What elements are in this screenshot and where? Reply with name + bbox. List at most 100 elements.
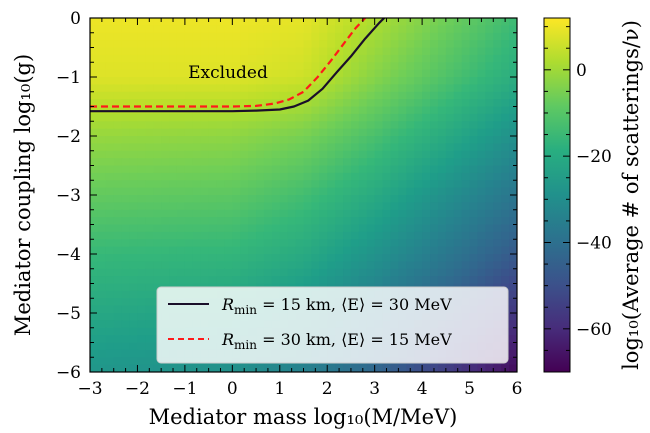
- heatmap-cell: [232, 254, 241, 262]
- heatmap-cell: [232, 47, 241, 56]
- heatmap-cell: [350, 231, 360, 240]
- heatmap-cell: [224, 54, 233, 63]
- heatmap-cell: [263, 143, 273, 152]
- heatmap-cell: [216, 54, 226, 63]
- heatmap-cell: [509, 364, 517, 372]
- heatmap-cell: [97, 91, 107, 100]
- heatmap-cell: [192, 47, 202, 56]
- heatmap-cell: [303, 187, 313, 196]
- heatmap-cell: [216, 261, 226, 270]
- heatmap-cell: [319, 18, 328, 26]
- heatmap-cell: [240, 91, 249, 100]
- heatmap-cell: [430, 261, 439, 270]
- heatmap-cell: [327, 47, 336, 56]
- heatmap-cell: [509, 217, 517, 226]
- heatmap-cell: [216, 195, 226, 203]
- heatmap-cell: [343, 364, 352, 372]
- heatmap-cell: [287, 91, 297, 100]
- heatmap-cell: [390, 91, 399, 100]
- x-tick-label: 1: [274, 379, 285, 399]
- heatmap-cell: [113, 150, 123, 159]
- heatmap-cell: [469, 209, 479, 218]
- heatmap-cell: [303, 99, 313, 108]
- heatmap-cell: [430, 209, 439, 218]
- heatmap-cell: [414, 172, 423, 181]
- heatmap-cell: [461, 113, 471, 122]
- heatmap-cell: [279, 25, 289, 34]
- heatmap-cell: [406, 40, 415, 49]
- heatmap-cell: [263, 180, 273, 189]
- heatmap-cell: [437, 128, 447, 137]
- heatmap-cell: [121, 54, 131, 63]
- heatmap-cell: [445, 69, 455, 78]
- heatmap-cell: [335, 276, 344, 285]
- heatmap-cell: [366, 231, 376, 240]
- heatmap-cell: [501, 268, 510, 277]
- heatmap-cell: [319, 195, 328, 203]
- heatmap-cell: [137, 150, 146, 159]
- heatmap-cell: [303, 202, 313, 211]
- heatmap-cell: [453, 121, 463, 130]
- heatmap-cell: [256, 231, 265, 240]
- heatmap-cell: [319, 121, 328, 130]
- heatmap-cell: [279, 77, 289, 85]
- heatmap-cell: [169, 209, 178, 218]
- heatmap-cell: [374, 62, 384, 71]
- heatmap-cell: [509, 357, 517, 366]
- heatmap-cell: [493, 91, 502, 100]
- heatmap-cell: [248, 224, 257, 233]
- heatmap-cell: [422, 143, 431, 152]
- heatmap-cell: [398, 187, 407, 196]
- heatmap-cell: [216, 91, 226, 100]
- heatmap-cell: [437, 47, 447, 56]
- heatmap-cell: [477, 136, 486, 144]
- heatmap-cell: [311, 113, 320, 122]
- heatmap-cell: [509, 290, 517, 299]
- heatmap-cell: [129, 91, 139, 100]
- heatmap-cell: [343, 77, 352, 85]
- heatmap-cell: [129, 143, 139, 152]
- heatmap-cell: [279, 69, 289, 78]
- heatmap-cell: [295, 261, 305, 270]
- heatmap-cell: [509, 305, 517, 314]
- heatmap-cell: [145, 298, 154, 307]
- heatmap-cell: [437, 54, 447, 63]
- heatmap-cell: [121, 276, 131, 285]
- heatmap-cell: [493, 54, 502, 63]
- heatmap-cell: [303, 77, 313, 85]
- heatmap-cell: [208, 143, 218, 152]
- heatmap-cell: [350, 261, 360, 270]
- heatmap-cell: [414, 187, 423, 196]
- heatmap-cell: [422, 276, 431, 285]
- heatmap-cell: [121, 40, 131, 49]
- heatmap-cell: [319, 239, 328, 248]
- heatmap-cell: [390, 276, 399, 285]
- heatmap-cell: [319, 364, 328, 372]
- heatmap-cell: [208, 180, 218, 189]
- heatmap-cell: [343, 268, 352, 277]
- heatmap-cell: [224, 32, 233, 41]
- heatmap-cell: [422, 202, 431, 211]
- heatmap-cell: [327, 84, 336, 93]
- heatmap-cell: [90, 290, 99, 299]
- heatmap-cell: [271, 69, 281, 78]
- heatmap-cell: [129, 305, 139, 314]
- heatmap-cell: [105, 246, 115, 255]
- heatmap-cell: [129, 32, 139, 41]
- heatmap-cell: [161, 91, 170, 100]
- heatmap-cell: [137, 298, 146, 307]
- heatmap-cell: [137, 276, 146, 285]
- heatmap-cell: [271, 172, 281, 181]
- heatmap-cell: [256, 239, 265, 248]
- y-tick-label: −2: [56, 127, 81, 147]
- heatmap-cell: [327, 209, 336, 218]
- heatmap-cell: [303, 246, 313, 255]
- heatmap-cell: [145, 224, 154, 233]
- heatmap-cell: [224, 25, 233, 34]
- heatmap-cell: [129, 195, 139, 203]
- heatmap-cell: [461, 158, 471, 167]
- heatmap-cell: [153, 364, 162, 372]
- heatmap-cell: [216, 187, 226, 196]
- heatmap-cell: [97, 172, 107, 181]
- heatmap-cell: [430, 195, 439, 203]
